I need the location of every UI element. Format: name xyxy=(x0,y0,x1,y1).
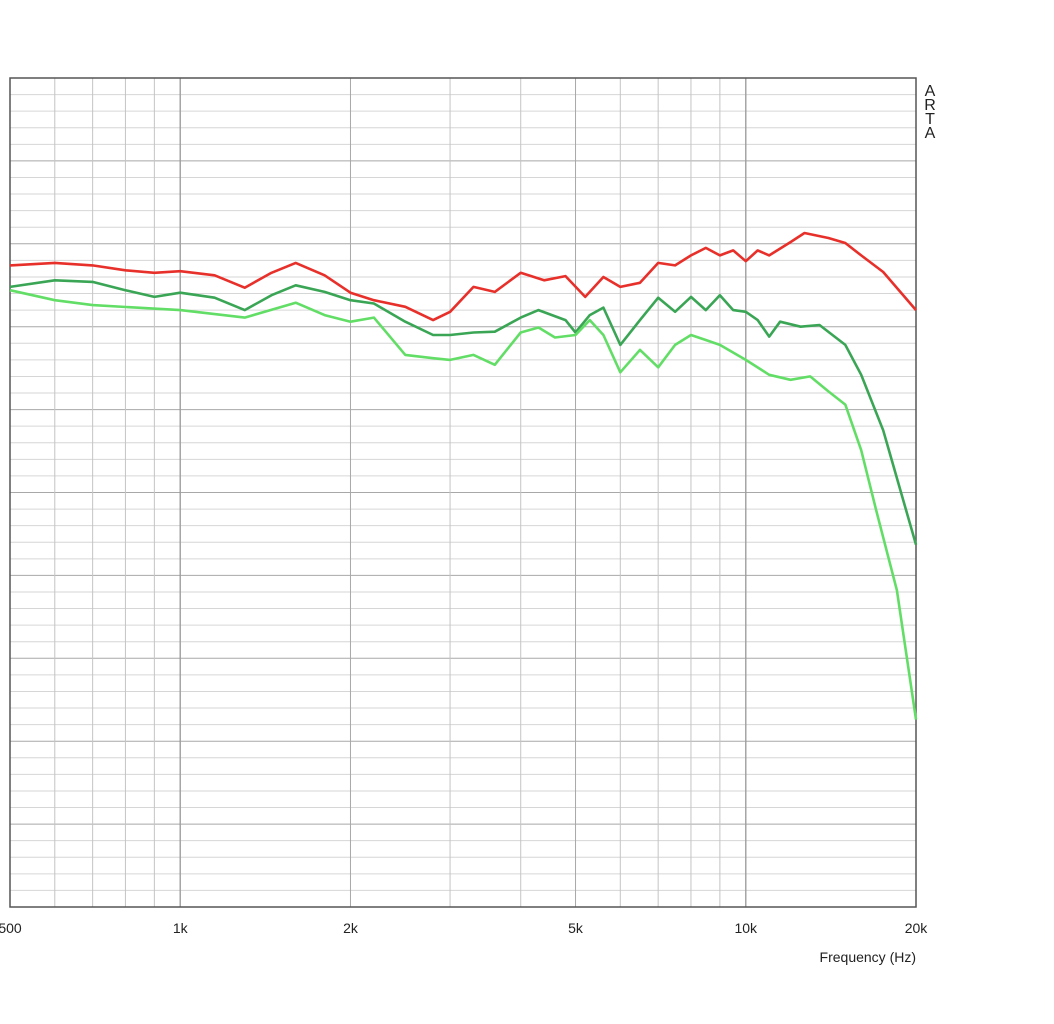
x-tick-label: 500 xyxy=(0,920,22,936)
x-tick-label: 10k xyxy=(734,920,758,936)
x-axis-label: Frequency (Hz) xyxy=(820,949,916,965)
line-series xyxy=(9,231,917,322)
x-tick-label: 5k xyxy=(568,920,584,936)
line-series xyxy=(9,279,918,546)
watermark: ARTA xyxy=(922,83,939,139)
x-tick-label: 2k xyxy=(343,920,359,936)
plot-frame xyxy=(9,77,917,908)
line-series xyxy=(9,288,918,720)
x-tick-label: 20k xyxy=(905,920,929,936)
x-tick-label: 1k xyxy=(173,920,189,936)
